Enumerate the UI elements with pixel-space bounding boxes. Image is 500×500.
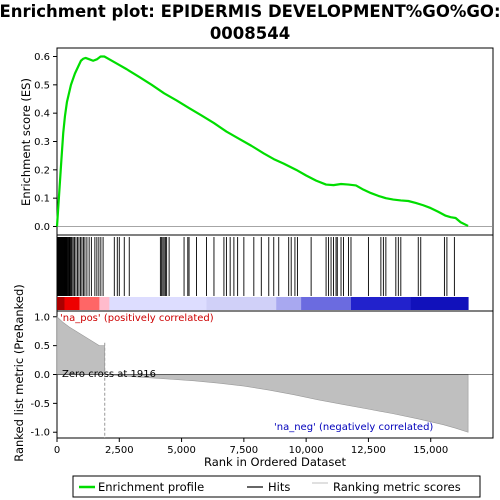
chart-title-line-2: 0008544 (210, 24, 290, 43)
x-tick-label: 7,500 (230, 445, 259, 456)
rank-color-bar (57, 297, 469, 310)
metric-y-tick-label: 1.0 (34, 312, 50, 323)
legend-hits-label: Hits (268, 480, 290, 494)
metric-y-axis: 1.0 0.5 0.0 -0.5 -1.0 (30, 312, 57, 439)
hit-markers (57, 237, 455, 296)
color-bar-segment (57, 297, 65, 310)
es-y-axis: 0.0 0.1 0.2 0.3 0.4 0.5 0.6 (34, 52, 57, 233)
enrichment-profile-line (55, 55, 469, 227)
legend: Enrichment profile Hits Ranking metric s… (72, 475, 481, 498)
color-bar-segment (79, 297, 100, 310)
x-tick-label: 10,000 (289, 445, 324, 456)
color-bar-segment (109, 297, 207, 310)
x-tick-label: 15,000 (413, 445, 448, 456)
color-bar-segment (99, 297, 110, 310)
color-bar-segment (410, 297, 469, 310)
metric-y-tick-label: 0.0 (34, 370, 50, 381)
legend-enrichment-label: Enrichment profile (98, 480, 204, 494)
x-tick-label: 12,500 (351, 445, 386, 456)
x-axis: 0 2,500 5,000 7,500 10,000 12,500 15,000 (54, 438, 448, 456)
na-pos-label: 'na_pos' (positively correlated) (60, 313, 214, 324)
es-y-axis-label: Enrichment score (ES) (19, 78, 33, 206)
metric-y-tick-label: -1.0 (30, 428, 50, 439)
es-y-tick-label: 0.2 (34, 165, 50, 176)
es-y-tick-label: 0.6 (34, 52, 50, 63)
color-bar-segment (301, 297, 352, 310)
chart-title-line-1: Enrichment plot: EPIDERMIS DEVELOPMENT%G… (0, 2, 500, 21)
x-axis-label: Rank in Ordered Dataset (204, 455, 347, 469)
metric-y-tick-label: 0.5 (34, 341, 50, 352)
color-bar-segment (276, 297, 302, 310)
es-y-tick-label: 0.0 (34, 222, 50, 233)
metric-y-axis-label: Ranked list metric (PreRanked) (12, 284, 26, 462)
x-tick-label: 5,000 (167, 445, 196, 456)
legend-metric-label: Ranking metric scores (333, 480, 461, 494)
es-y-tick-label: 0.4 (34, 109, 50, 120)
color-bar-segment (64, 297, 80, 310)
color-bar-segment (350, 297, 412, 310)
metric-y-tick-label: -0.5 (30, 399, 50, 410)
legend-box (72, 475, 481, 498)
es-y-tick-label: 0.5 (34, 80, 50, 91)
x-tick-label: 2,500 (105, 445, 134, 456)
zero-cross-label: Zero cross at 1916 (62, 369, 156, 380)
na-neg-label: 'na_neg' (negatively correlated) (274, 422, 433, 433)
es-y-tick-label: 0.1 (34, 194, 50, 205)
x-tick-label: 0 (54, 445, 60, 456)
es-y-tick-label: 0.3 (34, 137, 50, 148)
color-bar-segment (206, 297, 277, 310)
